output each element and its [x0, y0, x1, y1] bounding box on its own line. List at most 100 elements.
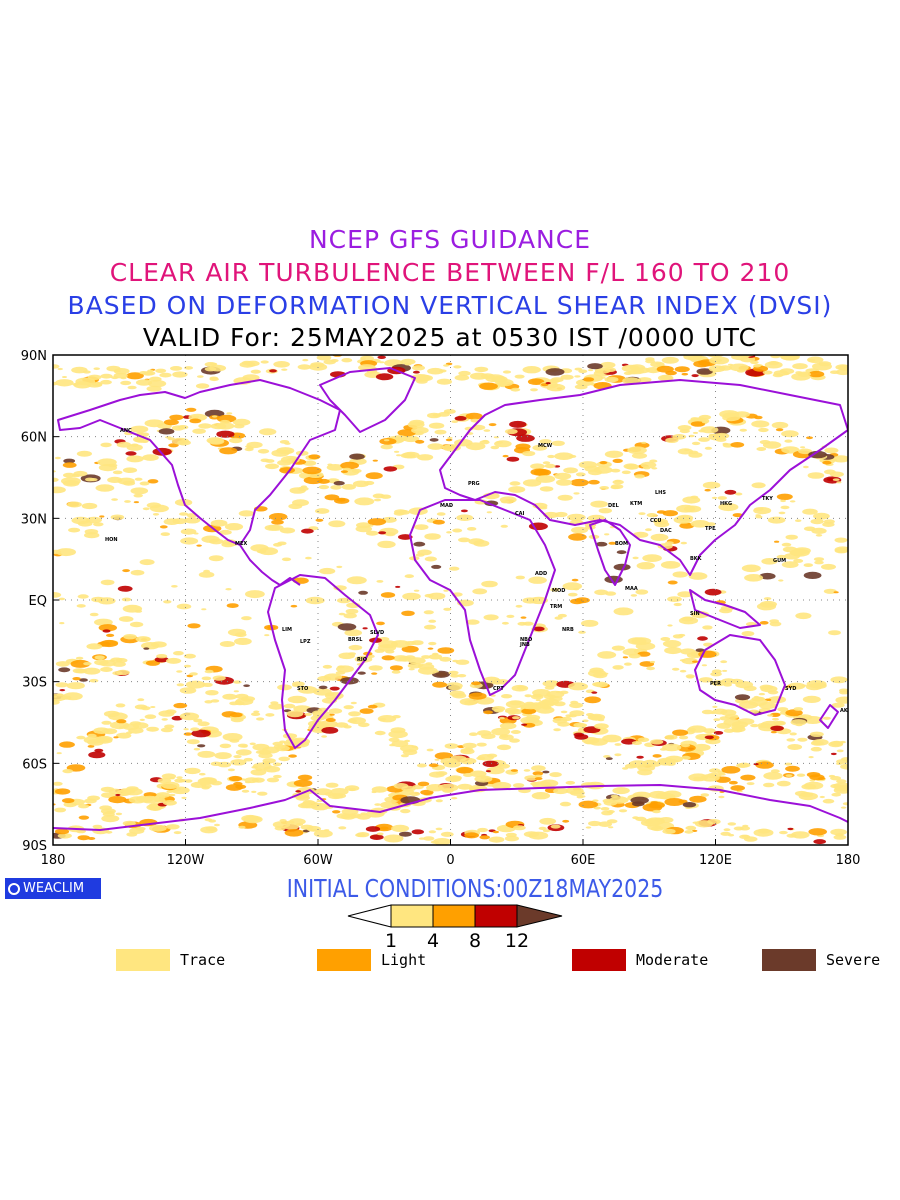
turbulence-patch	[257, 449, 270, 454]
lat-label: 90S	[22, 839, 47, 854]
turbulence-patch	[520, 616, 527, 619]
turbulence-patch	[189, 672, 198, 676]
turbulence-patch	[495, 441, 503, 444]
turbulence-patch	[126, 444, 143, 451]
turbulence-patch	[318, 685, 328, 690]
turbulence-patch	[297, 686, 318, 694]
place-label: PER	[710, 681, 721, 687]
turbulence-patch	[310, 803, 330, 811]
turbulence-patch	[797, 371, 811, 377]
turbulence-patch	[66, 682, 85, 690]
turbulence-patch	[841, 757, 848, 762]
turbulence-patch	[189, 418, 202, 424]
turbulence-patch	[404, 574, 414, 579]
turbulence-patch	[400, 809, 411, 814]
turbulence-patch	[510, 730, 521, 734]
turbulence-patch	[116, 669, 130, 676]
turbulence-patch	[292, 499, 309, 507]
turbulence-patch	[822, 522, 835, 527]
turbulence-patch	[238, 510, 255, 517]
turbulence-patch	[751, 420, 770, 428]
place-label: CPT	[493, 686, 504, 692]
turbulence-patch	[585, 826, 592, 829]
colorbar-trace	[390, 904, 434, 928]
turbulence-patch	[828, 630, 841, 636]
turbulence-patch	[642, 554, 662, 562]
turbulence-patch	[679, 735, 689, 740]
turbulence-patch	[834, 784, 848, 792]
turbulence-patch	[439, 369, 447, 373]
turbulence-patch	[197, 744, 206, 748]
turbulence-patch	[739, 826, 751, 831]
turbulence-patch	[324, 829, 330, 832]
turbulence-patch	[428, 422, 445, 429]
turbulence-patch	[423, 836, 435, 841]
weaclim-logo: WEACLIM	[5, 878, 101, 899]
turbulence-patch	[262, 746, 280, 754]
turbulence-patch	[427, 443, 444, 450]
turbulence-patch	[77, 594, 89, 599]
turbulence-patch	[468, 692, 487, 700]
place-label: SIN	[690, 611, 700, 617]
turbulence-patch	[125, 451, 137, 456]
lon-label: 120W	[167, 853, 205, 868]
turbulence-patch	[770, 730, 777, 734]
turbulence-patch	[445, 438, 453, 442]
turbulence-patch	[76, 735, 86, 740]
turbulence-patch	[483, 710, 493, 715]
turbulence-patch	[89, 678, 99, 683]
turbulence-patch	[785, 709, 803, 717]
turbulence-patch	[713, 718, 721, 721]
turbulence-patch	[559, 801, 572, 807]
legend-label-trace: Trace	[180, 951, 226, 969]
turbulence-patch	[521, 723, 528, 726]
turbulence-patch	[140, 706, 151, 711]
turbulence-patch	[54, 807, 67, 813]
turbulence-patch	[667, 596, 682, 602]
turbulence-patch	[784, 762, 793, 766]
turbulence-patch	[135, 636, 151, 643]
turbulence-patch	[101, 720, 112, 725]
turbulence-patch	[429, 771, 445, 778]
turbulence-patch	[434, 758, 440, 761]
turbulence-patch	[279, 527, 296, 534]
turbulence-patch	[446, 531, 452, 534]
coast-antarctica	[53, 784, 848, 831]
place-label: TKY	[762, 496, 773, 502]
turbulence-patch	[428, 763, 439, 768]
lon-label: 180	[836, 853, 861, 868]
turbulence-patch	[55, 379, 74, 387]
turbulence-patch	[600, 807, 610, 811]
turbulence-patch	[625, 464, 639, 470]
turbulence-patch	[610, 468, 621, 473]
turbulence-patch	[345, 608, 359, 615]
turbulence-patch	[704, 588, 722, 596]
turbulence-patch	[793, 558, 804, 563]
turbulence-patch	[226, 603, 239, 608]
turbulence-patch	[116, 732, 132, 739]
turbulence-patch	[630, 594, 638, 597]
turbulence-patch	[718, 503, 739, 512]
turbulence-patch	[224, 523, 244, 531]
turbulence-patch	[139, 481, 150, 486]
turbulence-patch	[660, 561, 681, 569]
turbulence-patch	[409, 791, 420, 797]
turbulence-patch	[169, 777, 175, 780]
turbulence-patch	[575, 472, 586, 477]
turbulence-patch	[643, 466, 651, 470]
turbulence-patch	[588, 469, 603, 476]
turbulence-patch	[818, 361, 832, 367]
turbulence-patch	[444, 743, 459, 749]
turbulence-patch	[569, 454, 577, 458]
turbulence-patch	[578, 800, 599, 809]
turbulence-patch	[486, 766, 505, 775]
turbulence-patch	[437, 412, 450, 417]
turbulence-patch	[613, 563, 631, 571]
turbulence-patch	[383, 439, 390, 442]
turbulence-patch	[354, 497, 375, 506]
turbulence-patch	[93, 367, 100, 371]
turbulence-patch	[614, 753, 622, 757]
turbulence-patch	[479, 382, 498, 390]
turbulence-patch	[824, 447, 839, 454]
turbulence-patch	[284, 829, 304, 837]
